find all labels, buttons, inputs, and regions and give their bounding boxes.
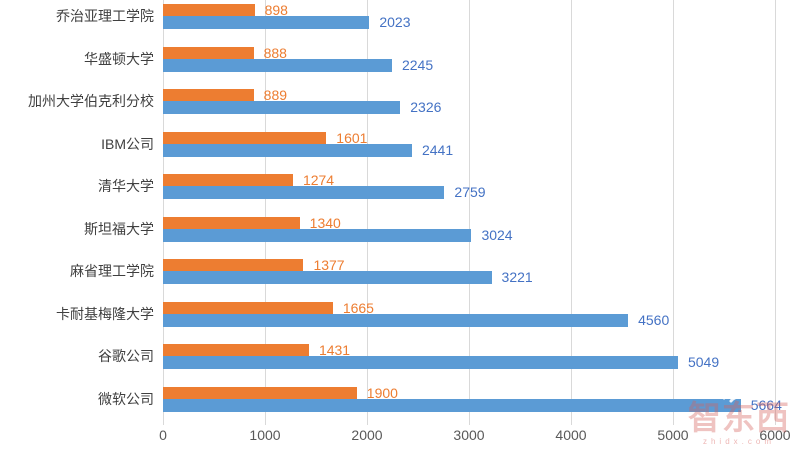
category-label: 麻省理工学院	[70, 263, 154, 280]
bar-row: 1431 5049	[163, 340, 783, 383]
value-label-orange: 898	[264, 2, 288, 18]
gridline	[571, 0, 572, 425]
gridline	[265, 0, 266, 425]
x-tick-label: 0	[159, 427, 167, 443]
category-label: 加州大学伯克利分校	[28, 93, 154, 110]
value-label-blue: 3024	[481, 226, 513, 243]
bar-rows: 898 2023 888 2245 889 2326 1601 2441 1274 2759 134…	[163, 0, 783, 425]
bar-orange	[163, 301, 333, 314]
category-label: 谷歌公司	[98, 348, 154, 365]
x-tick-label: 2000	[351, 427, 383, 443]
gridline	[775, 0, 776, 425]
x-tick-label: 6000	[759, 427, 791, 443]
bar-row: 1274 2759	[163, 170, 783, 213]
x-tick-label: 1000	[249, 427, 281, 443]
bar-blue	[163, 16, 370, 29]
bar-row: 889 2326	[163, 85, 783, 128]
bar-row: 1601 2441	[163, 128, 783, 171]
gridline	[469, 0, 470, 425]
category-label: 斯坦福大学	[84, 220, 154, 237]
value-label-orange: 1274	[302, 172, 335, 188]
value-label-blue: 2759	[454, 184, 486, 200]
bar-blue	[163, 58, 392, 72]
value-label-blue: 2023	[379, 14, 411, 30]
category-label: 乔治亚理工学院	[56, 8, 154, 25]
value-label-orange: 889	[263, 87, 288, 103]
category-labels: 乔治亚理工学院华盛顿大学加州大学伯克利分校 IBM公司清华大学斯坦福大学麻省理工学…	[0, 0, 163, 425]
bar-row: 1340 3024	[163, 213, 783, 256]
value-label-orange: 888	[263, 44, 287, 61]
category-label: 华盛顿大学	[84, 50, 154, 67]
gridline	[673, 0, 674, 425]
bar-blue	[163, 101, 401, 114]
value-label-blue: 2326	[410, 99, 442, 115]
bar-row: 1900 5664	[163, 383, 783, 426]
bar-row: 1665 4560	[163, 298, 783, 341]
value-label-orange: 1900	[366, 384, 398, 401]
category-label: 卡耐基梅隆大学	[56, 305, 154, 322]
bar-orange	[163, 174, 293, 186]
bar-orange	[163, 46, 254, 59]
bar-orange	[163, 216, 300, 229]
bar-orange	[163, 131, 327, 144]
x-tick-label: 5000	[657, 427, 689, 443]
value-label-orange: 1431	[318, 342, 351, 358]
x-axis-ticks: 0 1000 2000 3000 4000 5000 6000	[159, 427, 790, 449]
value-label-blue: 5664	[750, 396, 782, 413]
bar-orange	[163, 259, 304, 271]
gridline	[367, 0, 368, 425]
value-label-orange: 1601	[336, 129, 368, 146]
category-label: 清华大学	[98, 178, 154, 195]
x-tick-label: 3000	[453, 427, 485, 443]
value-label-blue: 3221	[501, 269, 533, 285]
bar-orange	[163, 386, 357, 399]
gridline	[163, 0, 164, 425]
category-label: IBM公司	[101, 135, 154, 152]
category-label: 微软公司	[98, 390, 154, 407]
bar-blue	[163, 228, 472, 242]
value-label-orange: 1377	[313, 257, 345, 273]
value-label-orange: 1665	[342, 299, 374, 316]
bar-blue	[163, 143, 412, 157]
bar-blue	[163, 398, 741, 412]
bar-orange	[163, 89, 254, 101]
x-tick-label: 4000	[555, 427, 587, 443]
bar-blue	[163, 313, 629, 327]
grouped-bar-chart: 乔治亚理工学院华盛顿大学加州大学伯克利分校 IBM公司清华大学斯坦福大学麻省理工学…	[0, 0, 791, 443]
bar-blue	[163, 356, 678, 369]
bar-row: 888 2245	[163, 43, 783, 86]
plot-area: 898 2023 888 2245 889 2326 1601 2441 1274 2759 134…	[159, 0, 791, 443]
value-label-blue: 2441	[421, 141, 454, 158]
bar-orange	[163, 344, 309, 356]
bar-blue	[163, 271, 492, 284]
value-label-blue: 4560	[638, 311, 670, 328]
bar-row: 1377 3221	[163, 255, 783, 298]
value-label-orange: 1340	[309, 214, 341, 231]
value-label-blue: 2245	[401, 56, 434, 73]
value-label-blue: 5049	[687, 354, 720, 370]
bar-blue	[163, 186, 445, 199]
bar-row: 898 2023	[163, 0, 783, 43]
bar-orange	[163, 4, 255, 16]
